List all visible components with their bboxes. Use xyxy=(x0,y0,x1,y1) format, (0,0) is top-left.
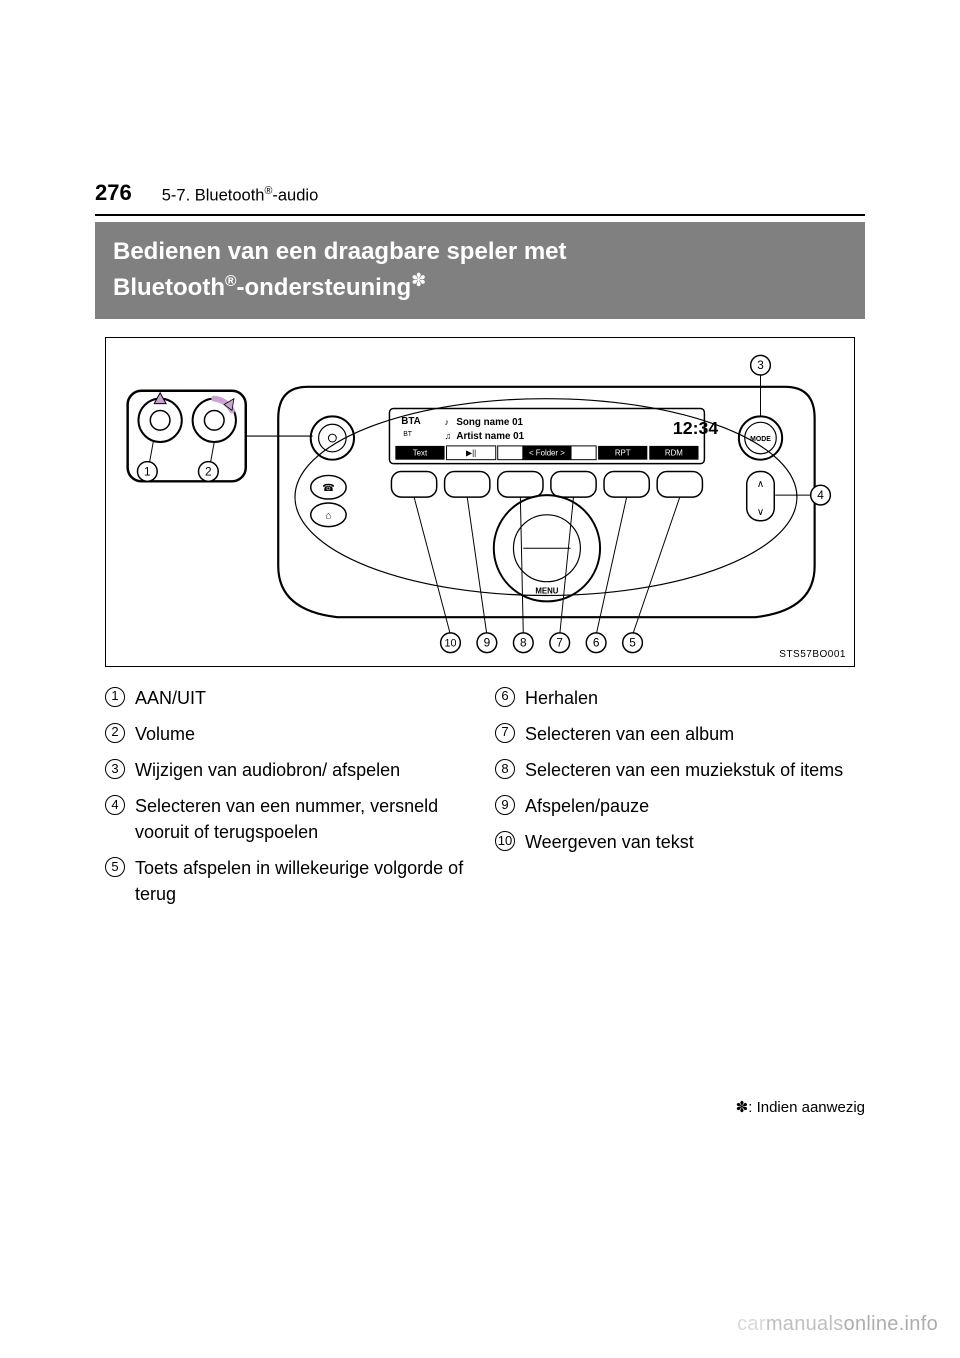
svg-text:⌂: ⌂ xyxy=(325,511,331,522)
legend-item: 7 Selecteren van een album xyxy=(495,721,855,747)
tune-rocker: ∧ ∨ xyxy=(747,471,775,520)
callout-5: 5 xyxy=(629,635,636,649)
callout-7: 7 xyxy=(556,635,563,649)
page-number: 276 xyxy=(95,180,132,206)
figure: 1 2 ☎ ⌂ BTA xyxy=(105,337,855,667)
callout-10: 10 xyxy=(444,637,456,649)
legend: 1 AAN/UIT 2 Volume 3 Wijzigen van audiobron… xyxy=(105,685,855,918)
display-time: 12:34 xyxy=(673,418,718,438)
display-tab-4: RDM xyxy=(665,449,683,458)
legend-item: 10 Weergeven van tekst xyxy=(495,829,855,855)
legend-item: 3 Wijzigen van audiobron/ afspelen xyxy=(105,757,465,783)
central-dial: MENU xyxy=(494,495,600,601)
header-rule xyxy=(95,214,865,216)
display-bta: BTA xyxy=(401,416,420,427)
legend-num: 4 xyxy=(105,795,125,815)
mode-label: MODE xyxy=(750,436,771,443)
legend-num: 8 xyxy=(495,759,515,779)
legend-text: Afspelen/pauze xyxy=(525,793,855,819)
callout-4: 4 xyxy=(817,488,824,502)
callout-6: 6 xyxy=(593,635,600,649)
title-line1: Bedienen van een draagbare speler met xyxy=(113,236,847,268)
footnote: ✽: Indien aanwezig xyxy=(736,1098,865,1116)
figure-code: STS57BO001 xyxy=(779,649,846,660)
legend-item: 4 Selecteren van een nummer, versneld voo… xyxy=(105,793,465,845)
svg-text:∨: ∨ xyxy=(757,507,764,518)
inner-trim xyxy=(295,398,797,595)
button-row xyxy=(391,471,702,497)
section-suffix: -audio xyxy=(272,186,318,204)
title-line2: Bluetooth®-ondersteuning✽ xyxy=(113,268,847,304)
legend-col-right: 6 Herhalen 7 Selecteren van een album 8 Sel… xyxy=(495,685,855,918)
legend-text: Weergeven van tekst xyxy=(525,829,855,855)
legend-text: Volume xyxy=(135,721,465,747)
legend-text: Toets afspelen in willekeurige volgorde … xyxy=(135,855,465,907)
callout-2: 2 xyxy=(205,464,212,478)
callout-9: 9 xyxy=(484,635,491,649)
legend-item: 6 Herhalen xyxy=(495,685,855,711)
legend-item: 9 Afspelen/pauze xyxy=(495,793,855,819)
left-buttons: ☎ ⌂ xyxy=(311,475,346,526)
section-prefix: 5-7. Bluetooth xyxy=(162,186,265,204)
legend-num: 10 xyxy=(495,831,515,851)
legend-col-left: 1 AAN/UIT 2 Volume 3 Wijzigen van audiobron… xyxy=(105,685,465,918)
callout-8: 8 xyxy=(520,635,527,649)
legend-num: 6 xyxy=(495,687,515,707)
legend-num: 7 xyxy=(495,723,515,743)
legend-text: Selecteren van een album xyxy=(525,721,855,747)
title-star: ✽ xyxy=(411,270,426,290)
legend-num: 2 xyxy=(105,723,125,743)
callout-1: 1 xyxy=(144,464,151,478)
legend-num: 1 xyxy=(105,687,125,707)
menu-label: MENU xyxy=(535,586,558,595)
display-tab-1: ▶|| xyxy=(466,449,476,458)
legend-num: 3 xyxy=(105,759,125,779)
right-knob-group xyxy=(193,398,236,441)
header-left: 276 5-7. Bluetooth®-audio xyxy=(95,180,318,206)
legend-text: Herhalen xyxy=(525,685,855,711)
display-tab-2: < Folder > xyxy=(529,449,565,458)
left-knob-group xyxy=(138,393,181,442)
power-knob xyxy=(311,416,354,459)
legend-item: 5 Toets afspelen in willekeurige volgorde… xyxy=(105,855,465,907)
legend-text: Selecteren van een muziekstuk of items xyxy=(525,757,855,783)
display-song-icon: ♪ xyxy=(445,417,449,427)
title-line2-sup: ® xyxy=(225,273,237,290)
display-tab-3: RPT xyxy=(615,449,631,458)
legend-num: 5 xyxy=(105,857,125,877)
callout-3: 3 xyxy=(757,358,764,372)
legend-text: AAN/UIT xyxy=(135,685,465,711)
watermark: carmanualsonline.info xyxy=(737,1313,938,1336)
radio-diagram: 1 2 ☎ ⌂ BTA xyxy=(106,338,854,666)
legend-text: Wijzigen van audiobron/ afspelen xyxy=(135,757,465,783)
display-artist-icon: ♫ xyxy=(445,431,452,441)
title-line2-prefix: Bluetooth xyxy=(113,274,225,301)
legend-text: Selecteren van een nummer, versneld voor… xyxy=(135,793,465,845)
page-header: 276 5-7. Bluetooth®-audio xyxy=(95,180,865,206)
svg-text:∧: ∧ xyxy=(757,479,764,490)
title-line2-suffix: -ondersteuning xyxy=(236,274,411,301)
display-song: Song name 01 xyxy=(456,417,523,428)
legend-num: 9 xyxy=(495,795,515,815)
radio-body xyxy=(278,387,814,617)
display-artist: Artist name 01 xyxy=(456,431,524,442)
page-title: Bedienen van een draagbare speler met Bl… xyxy=(95,222,865,319)
legend-item: 1 AAN/UIT xyxy=(105,685,465,711)
display-bt: BT xyxy=(403,431,413,438)
section-label: 5-7. Bluetooth®-audio xyxy=(162,185,319,206)
display-tab-0: Text xyxy=(413,449,428,458)
bottom-callouts: 10 9 8 7 6 5 xyxy=(414,497,680,653)
legend-item: 8 Selecteren van een muziekstuk of items xyxy=(495,757,855,783)
mode-button: MODE xyxy=(739,416,782,459)
svg-text:☎: ☎ xyxy=(322,483,334,494)
legend-item: 2 Volume xyxy=(105,721,465,747)
